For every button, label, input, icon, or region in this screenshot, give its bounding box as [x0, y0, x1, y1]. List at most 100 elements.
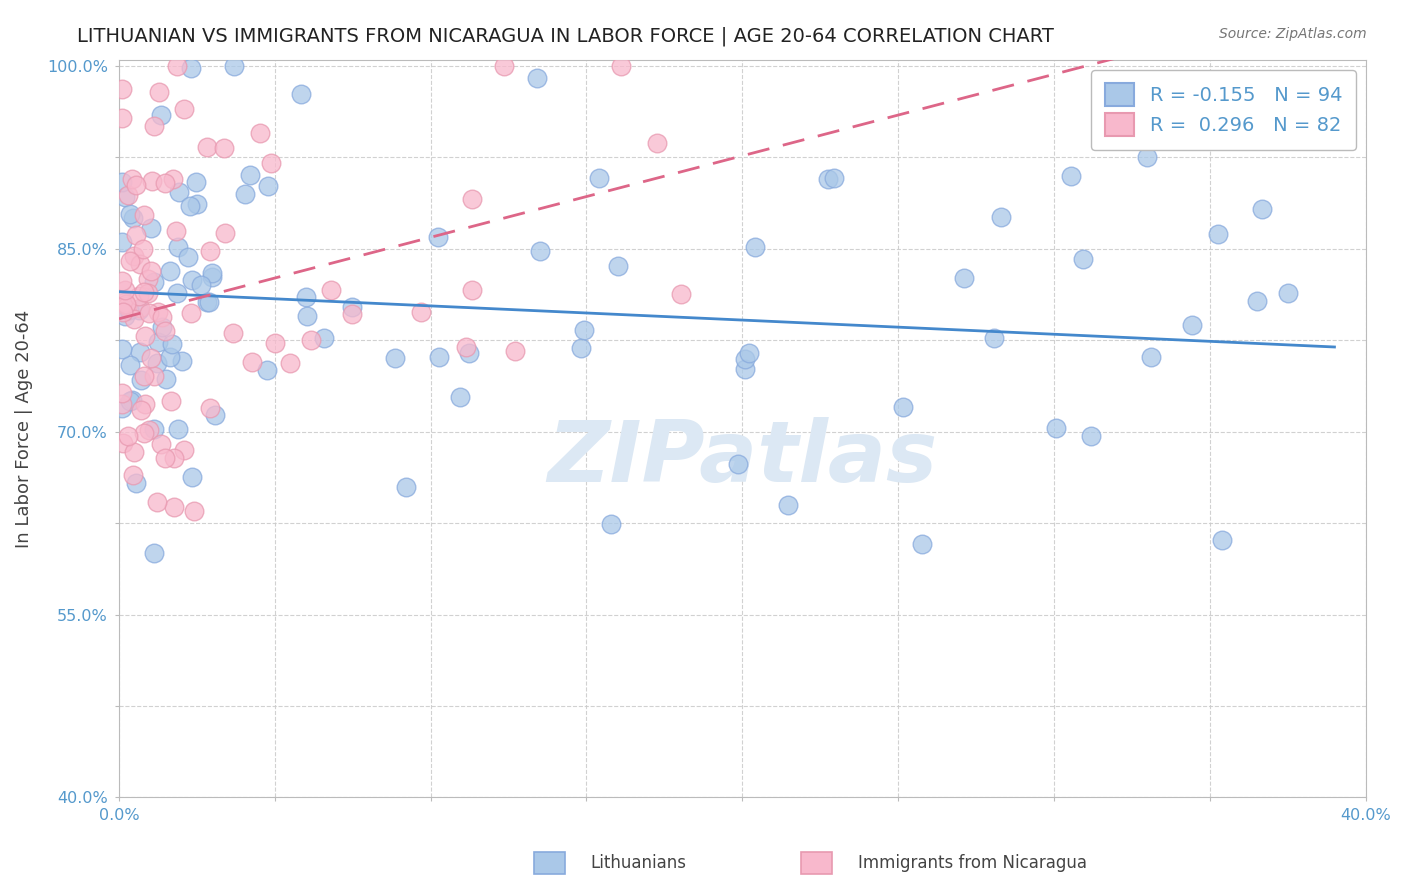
Point: [172, 354, 194, 368]
Point: [492, 59, 515, 73]
Point: [117, 188, 139, 202]
Point: [115, 299, 138, 313]
Point: [122, 468, 145, 483]
Point: [1060, 169, 1083, 183]
Point: [454, 340, 477, 354]
Point: [1071, 252, 1094, 266]
Point: [257, 179, 280, 194]
Point: [737, 346, 759, 360]
Point: [167, 240, 190, 254]
Point: [141, 351, 163, 365]
Point: [173, 443, 195, 458]
Point: [138, 306, 160, 320]
Point: [1181, 318, 1204, 332]
Point: [117, 429, 139, 443]
Point: [1045, 421, 1067, 435]
Point: [167, 186, 190, 200]
Point: [195, 294, 218, 309]
Point: [146, 356, 169, 370]
Point: [114, 295, 136, 310]
Point: [142, 368, 165, 383]
Point: [111, 274, 134, 288]
Point: [136, 271, 159, 285]
Point: [427, 229, 450, 244]
Point: [224, 59, 246, 73]
Point: [132, 285, 155, 300]
Point: [118, 393, 141, 408]
Point: [823, 170, 845, 185]
Text: Lithuanians: Lithuanians: [591, 855, 686, 872]
Point: [299, 333, 322, 347]
Point: [132, 208, 155, 222]
Point: [1246, 293, 1268, 308]
Point: [114, 297, 136, 311]
Point: [183, 504, 205, 518]
Point: [212, 141, 235, 155]
Point: [160, 393, 183, 408]
Point: [122, 312, 145, 326]
Point: [155, 372, 177, 386]
Point: [295, 309, 318, 323]
Text: Source: ZipAtlas.com: Source: ZipAtlas.com: [1219, 27, 1367, 41]
Point: [128, 302, 150, 317]
Point: [457, 346, 479, 360]
Point: [204, 409, 226, 423]
Point: [125, 228, 148, 243]
Point: [142, 422, 165, 436]
Point: [572, 323, 595, 337]
Point: [314, 331, 336, 345]
Point: [177, 250, 200, 264]
Point: [645, 136, 668, 151]
Point: [1136, 150, 1159, 164]
Point: [186, 175, 208, 189]
Point: [776, 499, 799, 513]
Text: LITHUANIAN VS IMMIGRANTS FROM NICARAGUA IN LABOR FORCE | AGE 20-64 CORRELATION C: LITHUANIAN VS IMMIGRANTS FROM NICARAGUA …: [77, 27, 1054, 46]
Point: [129, 345, 152, 359]
Point: [411, 305, 433, 319]
Point: [1277, 285, 1299, 300]
Point: [112, 435, 135, 450]
Point: [1251, 202, 1274, 217]
Point: [278, 356, 301, 370]
Point: [503, 344, 526, 359]
Point: [163, 500, 186, 515]
Point: [146, 305, 169, 319]
Point: [141, 264, 163, 278]
Point: [734, 362, 756, 376]
Point: [340, 300, 363, 314]
Point: [319, 283, 342, 297]
Point: [125, 178, 148, 193]
Point: [114, 283, 136, 297]
Point: [118, 254, 141, 268]
Point: [159, 264, 181, 278]
Point: [200, 401, 222, 416]
Point: [240, 355, 263, 369]
Point: [222, 326, 245, 340]
Point: [190, 278, 212, 293]
Point: [153, 176, 176, 190]
Y-axis label: In Labor Force | Age 20-64: In Labor Force | Age 20-64: [15, 310, 32, 548]
Point: [180, 306, 202, 320]
Point: [132, 368, 155, 383]
Text: ZIPatlas: ZIPatlas: [547, 417, 938, 500]
Point: [122, 249, 145, 263]
Point: [155, 324, 177, 338]
Point: [138, 286, 160, 301]
Point: [111, 112, 134, 126]
Point: [599, 516, 621, 531]
Point: [744, 240, 766, 254]
Point: [121, 392, 143, 407]
Point: [186, 197, 208, 211]
Point: [146, 334, 169, 349]
Point: [162, 450, 184, 465]
Point: [160, 337, 183, 351]
Point: [911, 537, 934, 551]
Point: [256, 363, 278, 377]
Point: [148, 85, 170, 99]
Point: [111, 304, 134, 318]
Point: [727, 457, 749, 471]
Point: [239, 168, 262, 182]
Point: [1211, 533, 1233, 547]
Point: [610, 59, 633, 73]
Point: [1140, 350, 1163, 364]
